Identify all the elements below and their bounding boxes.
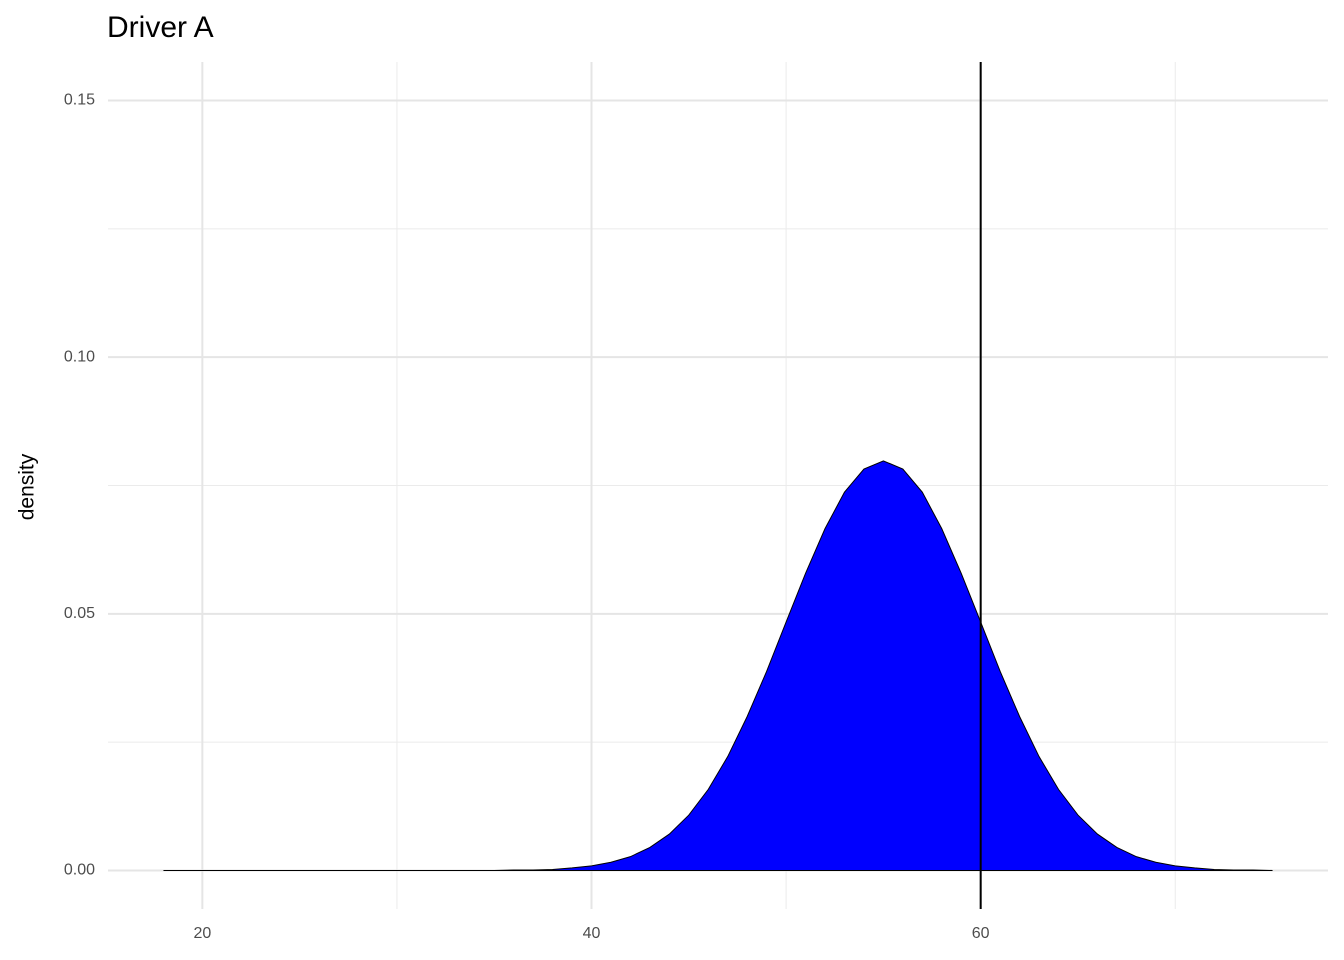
- x-tick-label: 40: [583, 925, 601, 942]
- y-tick-label: 0.05: [64, 605, 95, 622]
- chart-title: Driver A: [107, 11, 214, 44]
- y-axis-label: density: [16, 453, 39, 520]
- y-tick-label: 0.00: [64, 862, 95, 879]
- y-tick-label: 0.15: [64, 92, 95, 109]
- x-tick-label: 60: [972, 925, 990, 942]
- density-area: [163, 460, 1273, 871]
- x-tick-label: 20: [193, 925, 211, 942]
- y-tick-label: 0.10: [64, 348, 95, 365]
